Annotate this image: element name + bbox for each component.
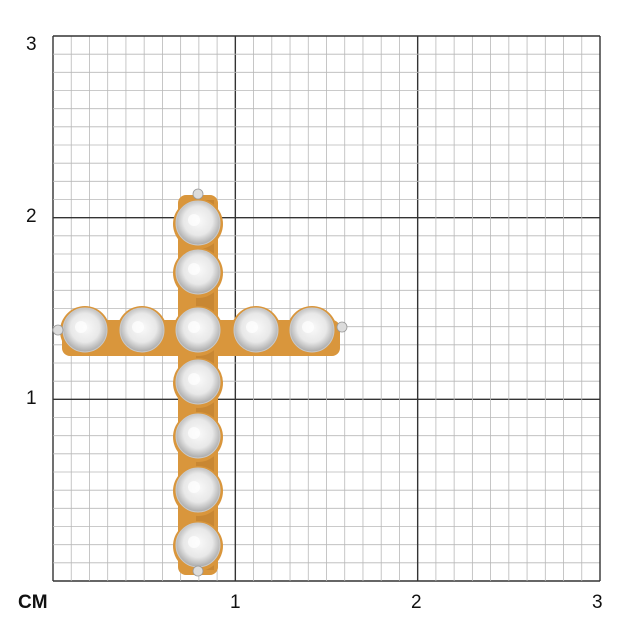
stone-highlight (188, 214, 200, 226)
stone-highlight (132, 321, 144, 333)
stone-highlight (188, 427, 200, 439)
stone-highlight (302, 321, 314, 333)
unit-label: CM (18, 592, 48, 613)
prong (336, 321, 348, 333)
y-label-1: 1 (26, 388, 37, 409)
stone-highlight (188, 481, 200, 493)
x-label-2: 2 (411, 592, 422, 613)
stone-highlight (75, 321, 87, 333)
prong (192, 188, 204, 200)
prong (52, 324, 64, 336)
prong (192, 565, 204, 577)
x-label-1: 1 (230, 592, 241, 613)
y-label-2: 2 (26, 206, 37, 227)
stone-highlight (246, 321, 258, 333)
y-label-3: 3 (26, 34, 37, 55)
x-label-3: 3 (592, 592, 603, 613)
stone-highlight (188, 536, 200, 548)
stone-highlight (188, 263, 200, 275)
stone-highlight (188, 373, 200, 385)
stone-highlight (188, 321, 200, 333)
